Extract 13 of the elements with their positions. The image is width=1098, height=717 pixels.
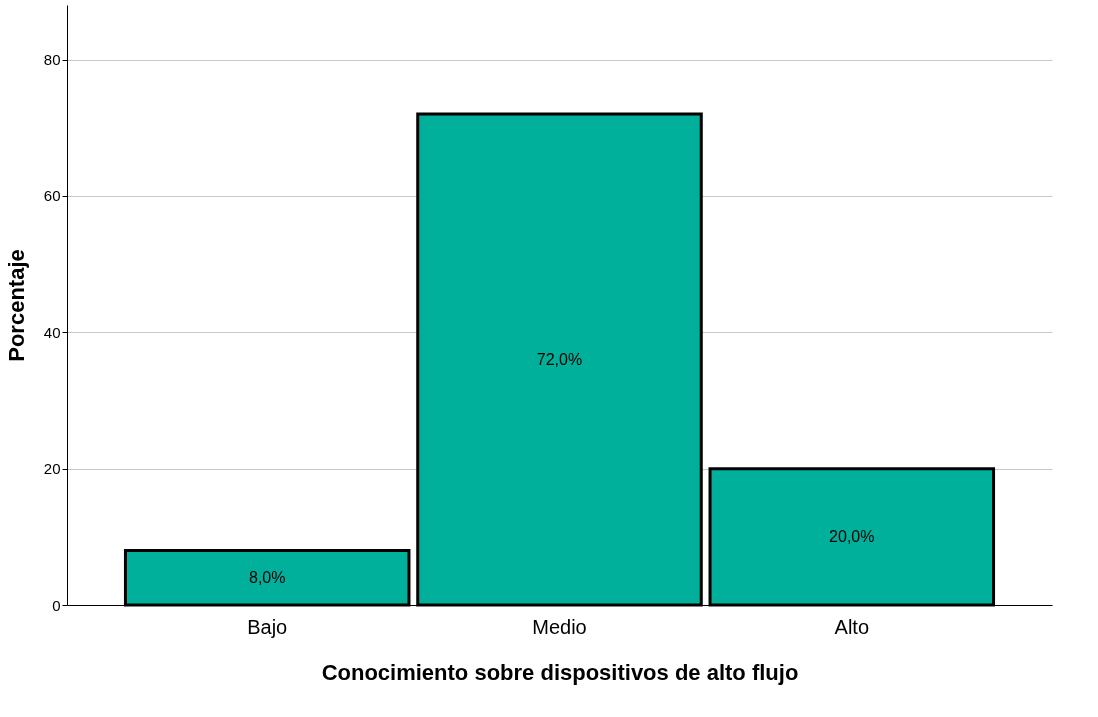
y-tick-label: 40 [43,323,61,341]
data-label: 20,0% [829,527,875,545]
y-tick-label: 0 [52,596,61,614]
y-tick-label: 60 [43,187,61,205]
x-tick-label: Bajo [247,615,288,638]
x-axis-title: Conocimiento sobre dispositivos de alto flujo [321,659,799,685]
y-tick-label: 20 [43,460,61,478]
y-axis-title: Porcentaje [3,249,29,362]
data-label: 8,0% [248,568,286,586]
x-tick-label: Alto [834,615,870,638]
y-tick-label: 80 [43,51,61,69]
data-label: 72,0% [536,350,583,368]
x-tick-label: Medio [532,615,587,638]
